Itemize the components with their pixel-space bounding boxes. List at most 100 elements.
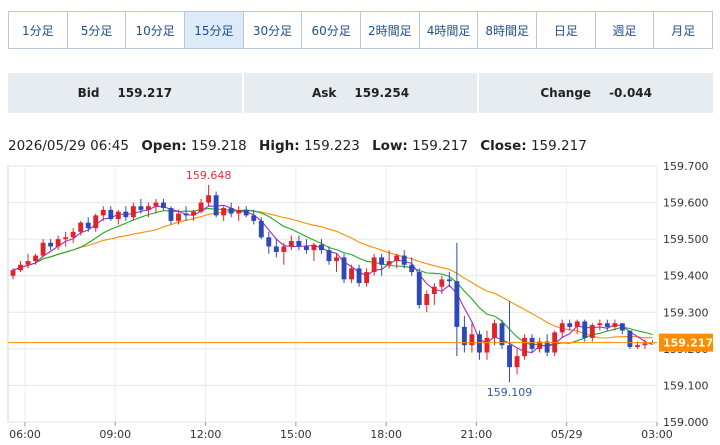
- candle-body[interactable]: [492, 323, 497, 338]
- candle-body[interactable]: [198, 202, 204, 212]
- candle-body[interactable]: [642, 343, 648, 346]
- candle-body[interactable]: [334, 257, 339, 262]
- candle-body[interactable]: [386, 261, 392, 265]
- candle-body[interactable]: [303, 246, 309, 251]
- candle-body[interactable]: [153, 202, 159, 207]
- tab-timeframe-11[interactable]: 月足: [671, 23, 696, 38]
- candle-body[interactable]: [589, 325, 595, 338]
- candle-body[interactable]: [70, 231, 76, 238]
- candle-body[interactable]: [48, 242, 54, 247]
- tab-timeframe-8[interactable]: 8時間足: [478, 12, 538, 48]
- candle-body[interactable]: [108, 209, 114, 220]
- x-tick-label: 12:00: [190, 428, 222, 441]
- tab-timeframe-9[interactable]: 日足: [537, 12, 596, 48]
- candle-body[interactable]: [273, 246, 279, 252]
- candle-body[interactable]: [319, 244, 324, 251]
- candle-body[interactable]: [522, 337, 528, 357]
- tab-timeframe-0[interactable]: 1分足: [9, 12, 68, 48]
- tab-timeframe-7[interactable]: 4時間足: [420, 12, 479, 48]
- candle-body[interactable]: [115, 211, 121, 220]
- candle-body[interactable]: [161, 202, 166, 209]
- candle-body[interactable]: [574, 321, 580, 327]
- candle-body[interactable]: [18, 264, 23, 271]
- candle-body[interactable]: [258, 220, 264, 238]
- candle-body[interactable]: [597, 323, 603, 326]
- candle-body[interactable]: [85, 222, 91, 229]
- candle-body[interactable]: [206, 195, 212, 203]
- candle-body[interactable]: [371, 257, 377, 273]
- candle-body[interactable]: [78, 222, 84, 232]
- candle-body[interactable]: [634, 345, 640, 348]
- candle-body[interactable]: [439, 279, 445, 287]
- candle-body[interactable]: [431, 286, 437, 294]
- candle-body[interactable]: [416, 272, 422, 305]
- candle-body[interactable]: [341, 257, 347, 280]
- candle-body[interactable]: [311, 244, 317, 251]
- candle-body[interactable]: [394, 255, 400, 262]
- candle-body[interactable]: [619, 323, 625, 331]
- candle-body[interactable]: [499, 323, 505, 346]
- candle-body[interactable]: [93, 215, 99, 229]
- candle-body[interactable]: [296, 240, 302, 247]
- candle-body[interactable]: [176, 213, 181, 221]
- candle-body[interactable]: [356, 268, 362, 284]
- candle-body[interactable]: [288, 240, 294, 247]
- candle-body[interactable]: [243, 209, 249, 216]
- candle-body[interactable]: [559, 323, 565, 333]
- candle-body[interactable]: [349, 268, 354, 280]
- candle-body[interactable]: [537, 341, 543, 349]
- tab-timeframe-3[interactable]: 15分足: [185, 12, 244, 48]
- tab-timeframe-6[interactable]: 2時間足: [361, 12, 420, 48]
- candle-body[interactable]: [221, 208, 227, 216]
- candlestick-chart[interactable]: 159.700 159.600 159.500 159.400 159.300 159.2…: [0, 158, 720, 445]
- tab-timeframe-2[interactable]: 10分足: [126, 12, 186, 48]
- candle-body[interactable]: [476, 334, 482, 353]
- candle-body[interactable]: [130, 206, 136, 218]
- candle-body[interactable]: [364, 272, 370, 284]
- candle-body[interactable]: [168, 208, 174, 221]
- candle-body[interactable]: [461, 326, 467, 346]
- candle-body[interactable]: [191, 211, 197, 216]
- candle-body[interactable]: [507, 345, 512, 368]
- candle-body[interactable]: [612, 323, 618, 327]
- candle-body[interactable]: [55, 239, 61, 247]
- open-value: 159.218: [190, 138, 247, 154]
- candle-body[interactable]: [326, 250, 332, 262]
- candle-body[interactable]: [213, 195, 219, 216]
- candle-body[interactable]: [409, 264, 415, 273]
- tab-timeframe-4[interactable]: 30分足: [244, 12, 303, 48]
- candle-body[interactable]: [63, 237, 69, 240]
- candle-body[interactable]: [228, 208, 234, 214]
- candle-body[interactable]: [281, 246, 287, 252]
- candle-body[interactable]: [582, 321, 588, 338]
- candle-body[interactable]: [484, 337, 490, 353]
- candle-body[interactable]: [401, 255, 407, 265]
- candle-body[interactable]: [145, 206, 151, 210]
- candle-body[interactable]: [567, 323, 573, 327]
- candle-body[interactable]: [604, 323, 610, 327]
- candle-body[interactable]: [627, 330, 633, 348]
- candle-body[interactable]: [514, 356, 520, 368]
- candle-body[interactable]: [33, 255, 39, 262]
- candle-body[interactable]: [10, 270, 16, 276]
- candle-body[interactable]: [183, 213, 189, 216]
- change-cell: Change -0.044: [477, 73, 714, 113]
- candle-body[interactable]: [138, 206, 144, 210]
- candle-body[interactable]: [544, 341, 550, 353]
- candle-body[interactable]: [251, 215, 257, 221]
- candle-body[interactable]: [25, 261, 31, 265]
- candle-body[interactable]: [100, 209, 106, 216]
- candle-body[interactable]: [446, 279, 452, 282]
- tab-timeframe-1[interactable]: 5分足: [68, 12, 127, 48]
- candle-body[interactable]: [236, 209, 242, 214]
- candle-body[interactable]: [469, 334, 475, 346]
- candle-body[interactable]: [529, 337, 535, 349]
- candle-body[interactable]: [379, 257, 385, 265]
- candle-body[interactable]: [123, 211, 129, 218]
- tab-timeframe-5[interactable]: 60分足: [302, 12, 362, 48]
- candle-body[interactable]: [266, 237, 272, 247]
- candle-body[interactable]: [40, 242, 46, 256]
- candle-body[interactable]: [424, 294, 430, 305]
- tab-timeframe-10[interactable]: 週足: [596, 12, 655, 48]
- candle-body[interactable]: [454, 281, 460, 327]
